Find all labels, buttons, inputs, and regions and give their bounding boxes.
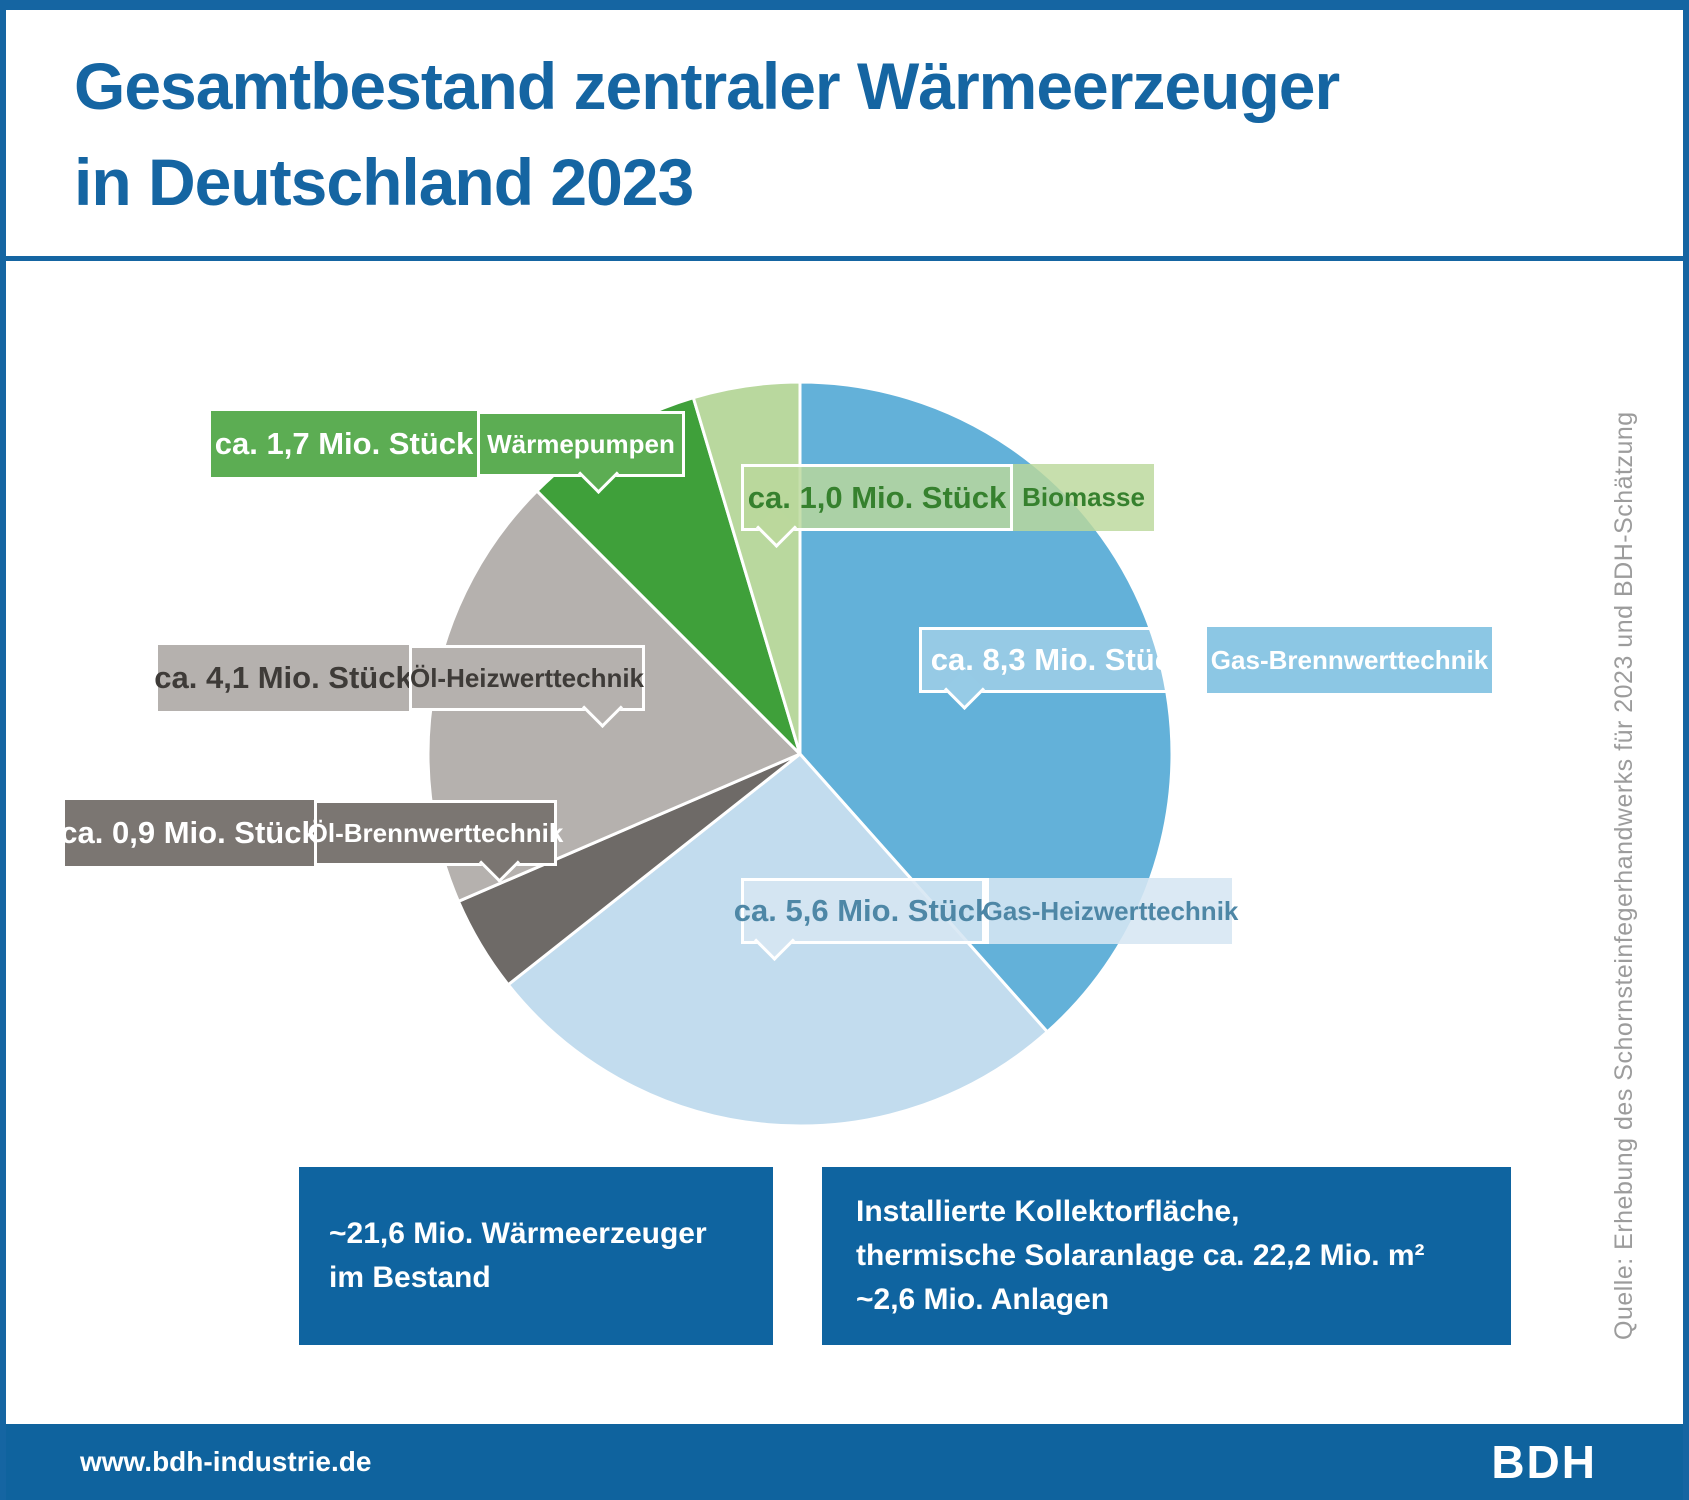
callout-biomasse-value: ca. 1,0 Mio. Stück [741,464,1013,549]
page-title: Gesamtbestand zentraler Wärmeerzeuger in… [74,38,1340,230]
callout-gas-brennwerttechnik-value-text: ca. 8,3 Mio. Stück [930,642,1190,677]
callout-oel-brennwerttechnik: ca. 0,9 Mio. Stück Öl-Brennwerttechnik [60,800,563,884]
callout-gas-brennwerttechnik: ca. 8,3 Mio. Stück Gas-Brennwerttechnik [919,627,1492,711]
bdh-logo: BDH [1491,1436,1597,1488]
info-box-total-stock: ~21,6 Mio. Wärmeerzeuger im Bestand [299,1167,773,1345]
info-box-solar-line3: ~2,6 Mio. Anlagen [856,1283,1110,1316]
callout-oel-heizwerttechnik-value: ca. 4,1 Mio. Stück [154,645,413,711]
website-url: www.bdh-industrie.de [80,1446,372,1477]
callout-biomasse-value-text: ca. 1,0 Mio. Stück [747,479,1007,515]
callout-gas-heizwerttechnik-label: Gas-Heizwerttechnik [983,878,1238,944]
callout-gas-heizwerttechnik-value: ca. 5,6 Mio. Stück [734,878,992,962]
page-title-line1: Gesamtbestand zentraler Wärmeerzeuger [74,49,1340,123]
callout-gas-brennwerttechnik-label: Gas-Brennwerttechnik [1201,627,1492,693]
callout-waermepumpen-value: ca. 1,7 Mio. Stück [211,411,477,477]
callout-oel-heizwerttechnik: ca. 4,1 Mio. Stück Öl-Heizwerttechnik [154,645,645,729]
info-box-solar-line2: thermische Solaranlage ca. 22,2 Mio. m² [856,1239,1425,1272]
page-title-line2: in Deutschland 2023 [74,145,694,219]
callout-waermepumpen-label: Wärmepumpen [477,411,685,495]
footer-bar: www.bdh-industrie.de BDH [6,1424,1683,1500]
info-box-total-line1: ~21,6 Mio. Wärmeerzeuger [329,1217,707,1250]
callout-biomasse: ca. 1,0 Mio. Stück Biomasse [741,464,1154,549]
info-box-solar: Installierte Kollektorfläche, thermische… [822,1167,1511,1345]
callout-biomasse-label: Biomasse [1013,464,1154,531]
info-box-total-line2: im Bestand [329,1261,491,1294]
info-box-solar-line1: Installierte Kollektorfläche, [856,1195,1240,1228]
callout-oel-heizwerttechnik-label: Öl-Heizwerttechnik [409,645,645,729]
callout-gas-brennwerttechnik-value: ca. 8,3 Mio. Stück [919,627,1201,711]
callout-oel-brennwerttechnik-label-text: Öl-Brennwerttechnik [307,817,564,848]
source-note: Quelle: Erhebung des Schornsteinfegerhan… [1610,411,1638,1340]
callout-oel-brennwerttechnik-value: ca. 0,9 Mio. Stück [60,800,319,866]
callout-oel-brennwerttechnik-label: Öl-Brennwerttechnik [308,800,563,884]
callout-waermepumpen: ca. 1,7 Mio. Stück Wärmepumpen [211,411,685,495]
callout-waermepumpen-label-text: Wärmepumpen [487,428,675,459]
callout-gas-heizwerttechnik: ca. 5,6 Mio. Stück Gas-Heizwerttechnik [734,878,1238,962]
callout-oel-heizwerttechnik-label-text: Öl-Heizwerttechnik [409,662,645,693]
header: Gesamtbestand zentraler Wärmeerzeuger in… [6,0,1683,261]
